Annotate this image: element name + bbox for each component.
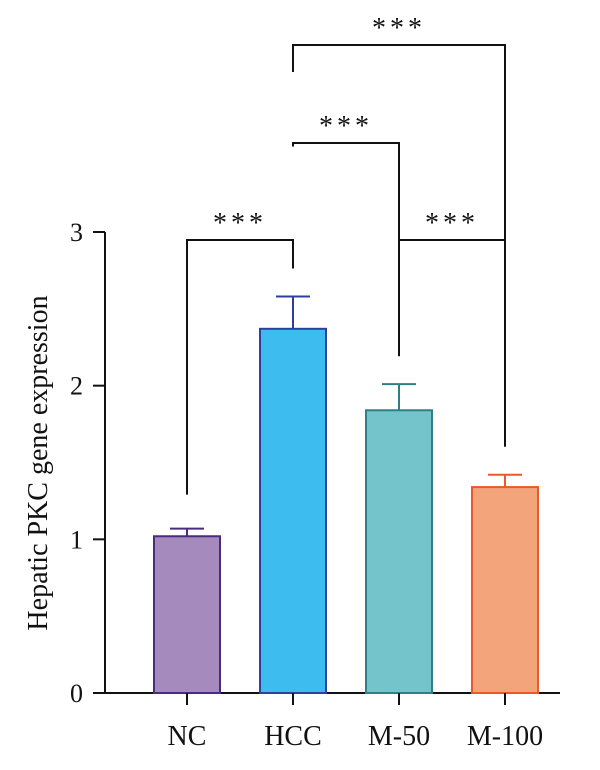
bar-nc	[153, 535, 221, 695]
significance-bracket	[292, 44, 506, 295]
y-axis-label: Hepatic PKC gene expression	[23, 295, 54, 630]
x-tick-label-m-50: M-50	[368, 721, 430, 752]
x-tick-label-hcc: HCC	[264, 721, 322, 752]
y-tick-label: 0	[70, 679, 83, 708]
x-tick-label-nc: NC	[168, 721, 207, 752]
bar-m-100	[471, 486, 539, 694]
y-tick-label: 1	[70, 525, 83, 554]
significance-bracket	[186, 239, 294, 495]
significance-label: ***	[213, 208, 267, 239]
significance-bracket	[292, 142, 400, 357]
significance-label: ***	[425, 208, 479, 239]
significance-bracket	[398, 239, 506, 447]
x-tick-label-m-100: M-100	[467, 721, 543, 752]
bar-hcc	[259, 327, 327, 694]
y-tick-label: 2	[70, 372, 83, 401]
significance-label: ***	[319, 111, 373, 142]
significance-label: ***	[372, 13, 426, 44]
y-tick-label: 3	[70, 218, 83, 247]
bar-m-50	[365, 409, 433, 694]
